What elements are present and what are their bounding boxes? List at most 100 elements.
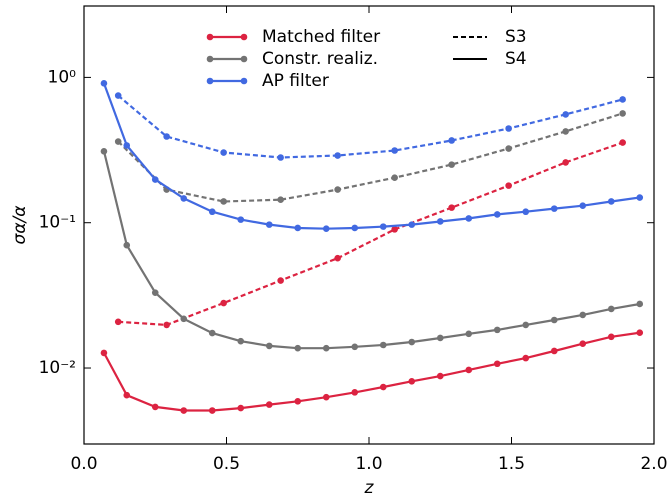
legend-swatch xyxy=(240,55,248,63)
legend-swatch xyxy=(240,33,248,41)
data-point xyxy=(334,254,341,262)
legend-swatch xyxy=(240,77,248,85)
data-point xyxy=(277,277,284,284)
y-tick-label: 10⁻² xyxy=(39,358,76,378)
data-point xyxy=(322,225,330,232)
data-point xyxy=(265,221,273,228)
y-tick-label: 10⁰ xyxy=(48,67,77,87)
data-point xyxy=(151,289,159,296)
data-point xyxy=(123,391,131,399)
data-point xyxy=(579,311,587,319)
data-point xyxy=(636,300,644,308)
data-point xyxy=(180,315,188,323)
data-point xyxy=(579,340,587,348)
data-point xyxy=(550,316,558,324)
x-tick-label: 0.5 xyxy=(213,454,240,474)
data-point xyxy=(448,204,455,211)
data-point xyxy=(151,176,159,183)
data-point xyxy=(334,186,341,193)
data-point xyxy=(100,80,108,87)
line-series xyxy=(102,151,640,350)
data-point xyxy=(619,96,626,103)
data-point xyxy=(391,174,398,182)
data-point xyxy=(505,125,512,132)
data-point xyxy=(220,198,227,205)
line-series xyxy=(117,94,623,159)
data-point xyxy=(114,92,122,99)
data-point xyxy=(465,215,473,222)
line-series xyxy=(103,331,640,412)
legend-swatch xyxy=(206,77,214,85)
data-point xyxy=(448,137,455,144)
data-point xyxy=(208,329,216,337)
data-point xyxy=(180,407,188,414)
data-point xyxy=(334,152,341,159)
data-point xyxy=(408,338,416,346)
y-axis-label: σα/α xyxy=(10,206,30,245)
data-point xyxy=(322,344,330,352)
data-point xyxy=(619,110,626,117)
data-point xyxy=(579,202,587,209)
axes-frame xyxy=(83,5,655,445)
data-point xyxy=(391,147,398,154)
data-point xyxy=(123,241,131,249)
data-point xyxy=(208,208,216,216)
legend-label: Constr. realiz. xyxy=(262,49,378,69)
data-point xyxy=(265,401,273,408)
data-point xyxy=(237,337,245,345)
data-point xyxy=(522,321,530,329)
data-point xyxy=(123,142,131,149)
data-point xyxy=(180,195,188,202)
data-point xyxy=(220,299,227,307)
legend-label: AP filter xyxy=(262,71,329,91)
data-point xyxy=(465,330,473,338)
data-point xyxy=(436,372,444,380)
data-point xyxy=(322,393,330,401)
data-point xyxy=(114,138,122,145)
data-point xyxy=(294,398,302,405)
data-point xyxy=(636,329,644,337)
data-point xyxy=(151,403,159,411)
data-point xyxy=(505,182,512,189)
data-point xyxy=(607,305,615,313)
x-tick-label: 0.0 xyxy=(70,454,97,474)
data-point xyxy=(562,159,569,166)
x-tick-label: 2.0 xyxy=(640,454,667,474)
data-point xyxy=(351,389,359,396)
line-series xyxy=(102,83,640,230)
x-axis-label: z xyxy=(364,478,375,496)
data-point xyxy=(607,198,615,205)
data-point xyxy=(448,161,455,168)
data-point xyxy=(277,196,284,203)
data-point xyxy=(636,194,644,201)
data-point xyxy=(619,139,626,146)
data-point xyxy=(351,224,359,232)
data-point xyxy=(408,378,416,385)
x-tick-label: 1.0 xyxy=(355,454,382,474)
legend-swatch xyxy=(206,55,214,63)
data-point xyxy=(379,341,387,349)
data-point xyxy=(607,333,615,341)
line-series xyxy=(117,112,623,203)
x-tick-label: 1.5 xyxy=(498,454,525,474)
data-point xyxy=(220,149,227,156)
data-point xyxy=(408,221,416,228)
data-point xyxy=(277,154,284,161)
data-point xyxy=(391,226,398,233)
data-point xyxy=(379,223,387,230)
data-point xyxy=(550,347,558,355)
data-point xyxy=(436,218,444,225)
data-point xyxy=(294,224,302,232)
legend-swatch xyxy=(206,33,214,41)
data-point xyxy=(237,216,245,223)
plot-area xyxy=(100,80,644,414)
data-point xyxy=(465,366,473,374)
legend-label: S4 xyxy=(505,49,527,69)
data-point xyxy=(379,383,387,391)
data-point xyxy=(208,407,216,414)
data-point xyxy=(237,404,245,412)
data-point xyxy=(100,148,108,155)
data-point xyxy=(163,133,170,140)
